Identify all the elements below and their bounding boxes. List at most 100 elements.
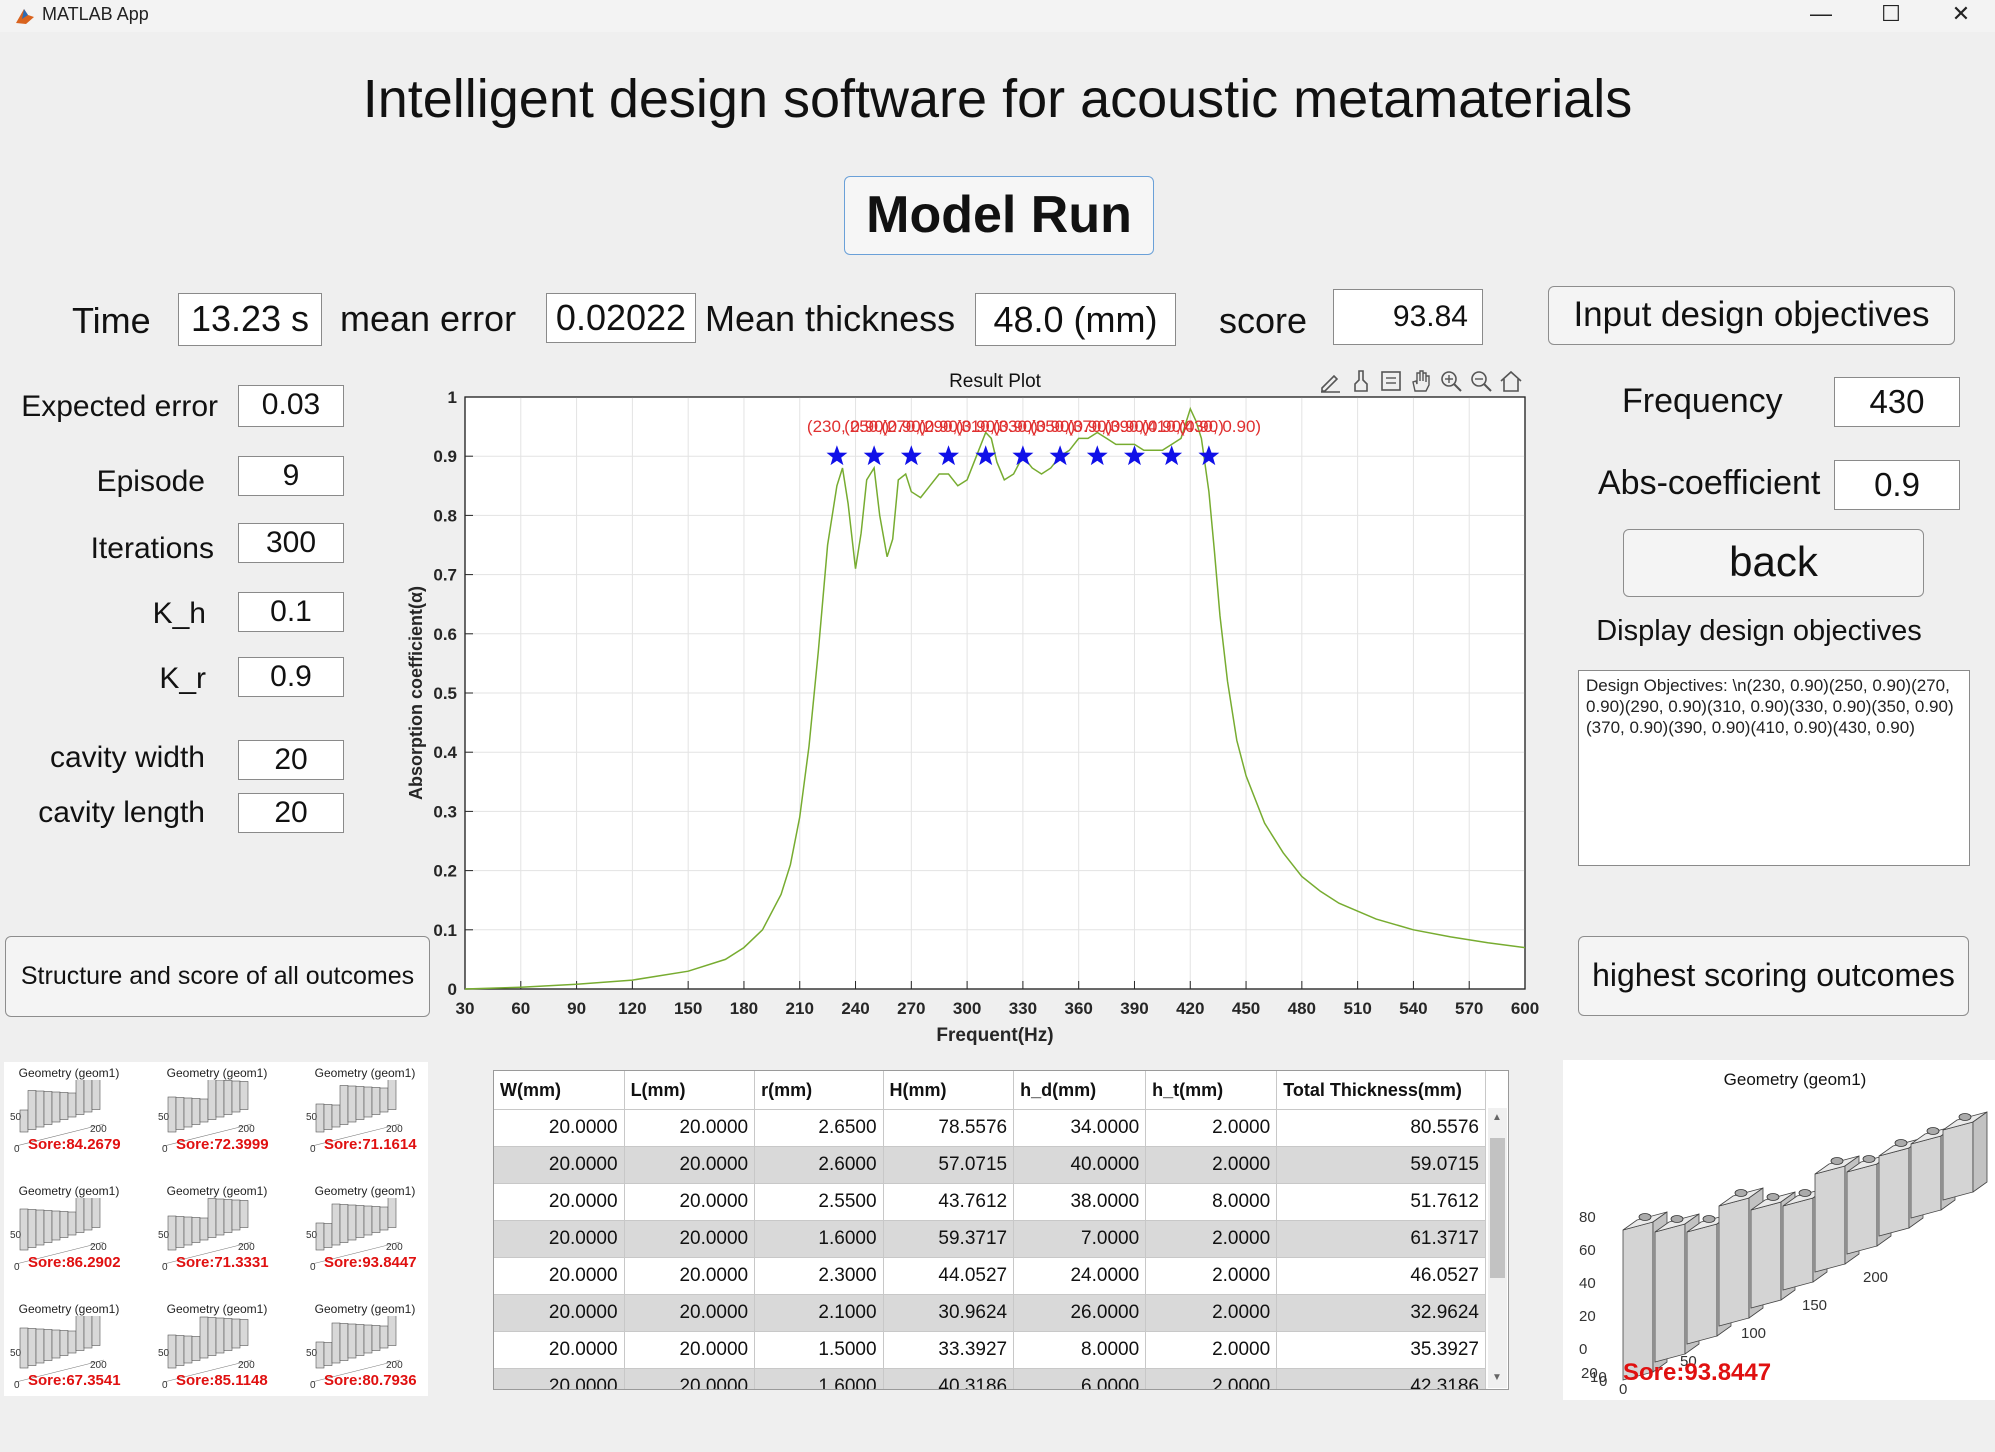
minimize-button[interactable]: — (1810, 1, 1832, 26)
input-objectives-button[interactable]: Input design objectives (1548, 286, 1955, 345)
table-cell[interactable]: 20.0000 (494, 1331, 625, 1369)
table-cell[interactable]: 20.0000 (624, 1368, 756, 1389)
table-cell[interactable]: 20.0000 (624, 1220, 756, 1258)
outcome-thumbnail[interactable]: Geometry (geom1) 200 50 0 Sore:67.3541 (4, 1300, 144, 1408)
table-cell[interactable]: 32.9624 (1276, 1294, 1486, 1332)
table-row[interactable]: 20.0000 20.0000 2.3000 44.0527 24.0000 2.0000… (494, 1257, 1486, 1295)
score-field[interactable]: 93.84 (1333, 289, 1483, 345)
table-cell[interactable]: 6.0000 (1013, 1368, 1147, 1389)
table-cell[interactable]: 42.3186 (1276, 1368, 1486, 1389)
table-cell[interactable]: 80.5576 (1276, 1109, 1486, 1147)
table-cell[interactable]: 40.0000 (1013, 1146, 1147, 1184)
outcome-thumbnail[interactable]: Geometry (geom1) 200 50 0 Sore:84.2679 (4, 1064, 144, 1172)
table-header-cell[interactable]: r(mm) (754, 1071, 884, 1110)
k-h-field[interactable]: 0.1 (238, 592, 344, 632)
table-cell[interactable]: 1.5000 (754, 1331, 884, 1369)
results-table[interactable]: W(mm) L(mm) r(mm) H(mm) h_d(mm) h_t(mm) Total … (493, 1070, 1509, 1390)
mean-error-field[interactable]: 0.02022 (546, 293, 696, 343)
home-icon[interactable] (1498, 368, 1524, 394)
table-header-cell[interactable]: Total Thickness(mm) (1276, 1071, 1486, 1110)
table-cell[interactable]: 20.0000 (624, 1294, 756, 1332)
table-cell[interactable]: 8.0000 (1145, 1183, 1278, 1221)
back-button[interactable]: back (1623, 529, 1924, 597)
mean-thickness-field[interactable]: 48.0 (mm) (975, 293, 1176, 346)
table-cell[interactable]: 20.0000 (624, 1331, 756, 1369)
table-cell[interactable]: 2.0000 (1145, 1368, 1278, 1389)
table-cell[interactable]: 20.0000 (624, 1146, 756, 1184)
table-cell[interactable]: 59.0715 (1276, 1146, 1486, 1184)
model-run-button[interactable]: Model Run (844, 176, 1154, 255)
datatip-icon[interactable] (1378, 368, 1404, 394)
outcome-thumbnail[interactable]: Geometry (geom1) 200 50 0 Sore:72.3999 (152, 1064, 292, 1172)
table-cell[interactable]: 2.0000 (1145, 1331, 1278, 1369)
table-cell[interactable]: 7.0000 (1013, 1220, 1147, 1258)
table-row[interactable]: 20.0000 20.0000 1.6000 59.3717 7.0000 2.0000 6… (494, 1220, 1486, 1258)
abs-coefficient-field[interactable]: 0.9 (1834, 460, 1960, 510)
cavity-length-field[interactable]: 20 (238, 793, 344, 833)
table-row[interactable]: 20.0000 20.0000 2.5500 43.7612 38.0000 8.0000… (494, 1183, 1486, 1221)
table-cell[interactable]: 78.5576 (883, 1109, 1015, 1147)
k-r-field[interactable]: 0.9 (238, 657, 344, 697)
table-cell[interactable]: 20.0000 (494, 1257, 625, 1295)
table-cell[interactable]: 20.0000 (494, 1183, 625, 1221)
table-cell[interactable]: 8.0000 (1013, 1331, 1147, 1369)
table-scrollbar[interactable]: ▲ ▼ (1488, 1108, 1507, 1388)
table-cell[interactable]: 26.0000 (1013, 1294, 1147, 1332)
table-header-cell[interactable]: h_d(mm) (1013, 1071, 1147, 1110)
table-cell[interactable]: 2.0000 (1145, 1146, 1278, 1184)
objectives-textarea[interactable]: Design Objectives: \n(230, 0.90)(250, 0.… (1578, 670, 1970, 866)
table-cell[interactable]: 40.3186 (883, 1368, 1015, 1389)
highest-outcomes-button[interactable]: highest scoring outcomes (1578, 936, 1969, 1016)
episode-field[interactable]: 9 (238, 456, 344, 496)
table-cell[interactable]: 38.0000 (1013, 1183, 1147, 1221)
table-cell[interactable]: 20.0000 (494, 1109, 625, 1147)
outcome-thumbnail[interactable]: Geometry (geom1) 200 50 0 Sore:71.1614 (300, 1064, 440, 1172)
table-cell[interactable]: 33.3927 (883, 1331, 1015, 1369)
table-cell[interactable]: 20.0000 (624, 1109, 756, 1147)
table-cell[interactable]: 20.0000 (624, 1183, 756, 1221)
outcome-thumbnail[interactable]: Geometry (geom1) 200 50 0 Sore:86.2902 (4, 1182, 144, 1290)
close-button[interactable]: ✕ (1951, 1, 1971, 26)
scroll-thumb[interactable] (1490, 1138, 1505, 1278)
table-header-cell[interactable]: L(mm) (624, 1071, 756, 1110)
table-cell[interactable]: 2.0000 (1145, 1220, 1278, 1258)
table-row[interactable]: 20.0000 20.0000 2.6000 57.0715 40.0000 2.0000… (494, 1146, 1486, 1184)
table-cell[interactable]: 2.0000 (1145, 1294, 1278, 1332)
zoom-out-icon[interactable] (1468, 368, 1494, 394)
frequency-field[interactable]: 430 (1834, 377, 1960, 427)
outcome-thumbnail[interactable]: Geometry (geom1) 200 50 0 Sore:80.7936 (300, 1300, 440, 1408)
table-cell[interactable]: 44.0527 (883, 1257, 1015, 1295)
table-cell[interactable]: 2.6500 (754, 1109, 884, 1147)
cavity-width-field[interactable]: 20 (238, 740, 344, 780)
table-cell[interactable]: 20.0000 (494, 1220, 625, 1258)
table-cell[interactable]: 35.3927 (1276, 1331, 1486, 1369)
table-cell[interactable]: 20.0000 (494, 1146, 625, 1184)
table-row[interactable]: 20.0000 20.0000 1.5000 33.3927 8.0000 2.0000 3… (494, 1331, 1486, 1369)
table-cell[interactable]: 43.7612 (883, 1183, 1015, 1221)
time-field[interactable]: 13.23 s (178, 293, 322, 346)
table-cell[interactable]: 1.6000 (754, 1220, 884, 1258)
table-cell[interactable]: 2.6000 (754, 1146, 884, 1184)
brush-icon[interactable] (1348, 368, 1374, 394)
pan-hand-icon[interactable] (1408, 368, 1434, 394)
table-cell[interactable]: 46.0527 (1276, 1257, 1486, 1295)
table-cell[interactable]: 2.0000 (1145, 1257, 1278, 1295)
table-cell[interactable]: 2.3000 (754, 1257, 884, 1295)
outcome-thumbnail[interactable]: Geometry (geom1) 200 50 0 Sore:93.8447 (300, 1182, 440, 1290)
outcome-thumbnail[interactable]: Geometry (geom1) 200 50 0 Sore:71.3331 (152, 1182, 292, 1290)
table-cell[interactable]: 20.0000 (494, 1294, 625, 1332)
zoom-in-icon[interactable] (1438, 368, 1464, 394)
scroll-down-icon[interactable]: ▼ (1492, 1372, 1502, 1383)
table-cell[interactable]: 2.1000 (754, 1294, 884, 1332)
pen-icon[interactable] (1318, 368, 1344, 394)
table-cell[interactable]: 1.6000 (754, 1368, 884, 1389)
scroll-up-icon[interactable]: ▲ (1492, 1112, 1502, 1123)
outcome-thumbnail[interactable]: Geometry (geom1) 200 50 0 Sore:85.1148 (152, 1300, 292, 1408)
table-cell[interactable]: 57.0715 (883, 1146, 1015, 1184)
expected-error-field[interactable]: 0.03 (238, 385, 344, 427)
table-cell[interactable]: 2.0000 (1145, 1109, 1278, 1147)
table-cell[interactable]: 2.5500 (754, 1183, 884, 1221)
table-header-cell[interactable]: W(mm) (494, 1071, 625, 1110)
table-header-cell[interactable]: h_t(mm) (1145, 1071, 1278, 1110)
table-row[interactable]: 20.0000 20.0000 2.1000 30.9624 26.0000 2.0000… (494, 1294, 1486, 1332)
